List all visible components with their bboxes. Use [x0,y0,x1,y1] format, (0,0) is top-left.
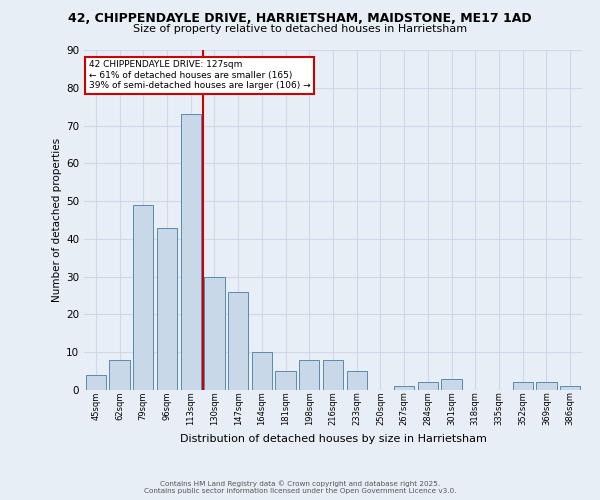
Text: Size of property relative to detached houses in Harrietsham: Size of property relative to detached ho… [133,24,467,34]
Bar [86,375,106,390]
Bar [109,360,130,390]
Bar [181,114,201,390]
Y-axis label: Number of detached properties: Number of detached properties [52,138,62,302]
Bar [536,382,557,390]
Bar [560,386,580,390]
Bar [299,360,319,390]
Text: Contains HM Land Registry data © Crown copyright and database right 2025.
Contai: Contains HM Land Registry data © Crown c… [144,480,456,494]
Bar [133,205,154,390]
Bar [252,352,272,390]
X-axis label: Distribution of detached houses by size in Harrietsham: Distribution of detached houses by size … [179,434,487,444]
Text: 42, CHIPPENDAYLE DRIVE, HARRIETSHAM, MAIDSTONE, ME17 1AD: 42, CHIPPENDAYLE DRIVE, HARRIETSHAM, MAI… [68,12,532,26]
Text: 42 CHIPPENDAYLE DRIVE: 127sqm
← 61% of detached houses are smaller (165)
39% of : 42 CHIPPENDAYLE DRIVE: 127sqm ← 61% of d… [89,60,311,90]
Bar [512,382,533,390]
Bar [228,292,248,390]
Bar [442,378,461,390]
Bar [205,276,224,390]
Bar [347,371,367,390]
Bar [418,382,438,390]
Bar [157,228,177,390]
Bar [323,360,343,390]
Bar [394,386,414,390]
Bar [275,371,296,390]
